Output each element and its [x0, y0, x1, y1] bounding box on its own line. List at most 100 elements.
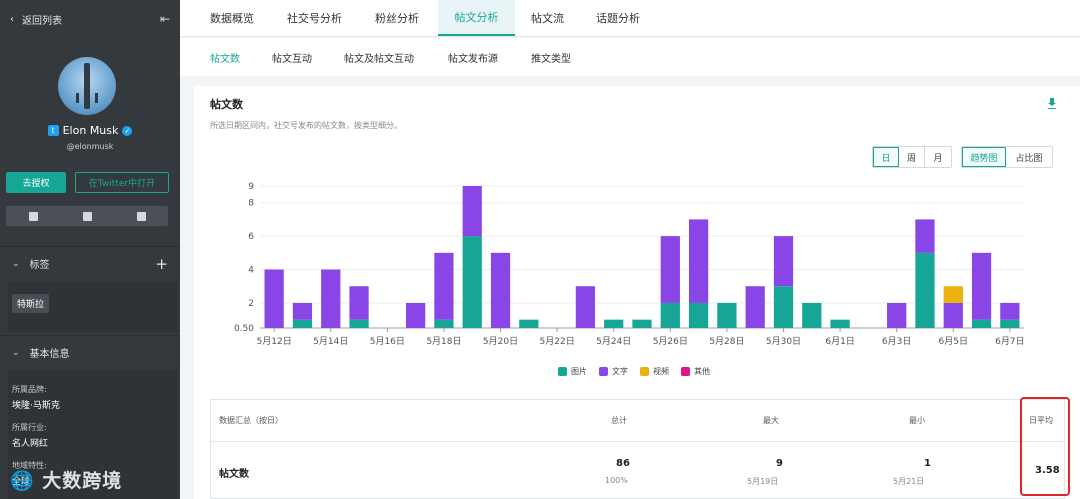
- max-date: 5月19日: [747, 477, 779, 486]
- bar-segment: [745, 286, 765, 328]
- legend-label-video: 视频: [653, 367, 669, 376]
- tab-post-stream[interactable]: 帖文流: [531, 12, 564, 25]
- y-tick-label: 2: [248, 299, 254, 309]
- bar-segment: [349, 319, 369, 328]
- watermark-logo-icon: 🌐: [10, 470, 35, 492]
- bar-segment: [943, 286, 963, 303]
- header-summary: 数据汇总（按日）: [219, 416, 283, 425]
- add-tag-icon[interactable]: +: [155, 254, 168, 273]
- bar-segment: [688, 219, 709, 303]
- chevron-left-icon: ‹: [10, 13, 14, 25]
- x-tick-label: 5月24日: [596, 336, 631, 347]
- bar-segment: [349, 286, 369, 320]
- bar-segment: [802, 302, 822, 328]
- x-tick-label: 5月16日: [370, 336, 405, 347]
- legend-item-text[interactable]: 文字: [599, 366, 628, 377]
- bar-segment: [971, 252, 992, 320]
- legend-item-other[interactable]: 其他: [681, 366, 710, 377]
- industry-label: 所属行业:: [12, 423, 47, 432]
- profile-name: Elon Musk: [62, 124, 119, 137]
- copy-icon[interactable]: [82, 211, 92, 221]
- header-daily-avg: 日平均: [1029, 416, 1053, 425]
- basic-info-section-title: 基本信息: [29, 349, 70, 360]
- bar-segment: [717, 302, 737, 328]
- legend-item-video[interactable]: 视频: [640, 366, 669, 377]
- collapse-sidebar-icon[interactable]: ⇤: [159, 12, 170, 26]
- bar-segment: [887, 302, 907, 328]
- x-tick-label: 5月30日: [766, 336, 801, 347]
- period-toggle: 日 周 月: [872, 146, 952, 168]
- header-max: 最大: [763, 416, 779, 425]
- bar-segment: [264, 269, 284, 328]
- profile-name-row: t Elon Musk ✓: [0, 124, 180, 137]
- legend-label-image: 图片: [571, 367, 587, 376]
- tab-post-analysis[interactable]: 帖文分析: [438, 0, 515, 36]
- post-count-card: 帖文数 所选日期区间内，社交号发布的帖文数，按类型细分。 日 周 月 趋势图 占…: [194, 86, 1080, 499]
- tag-chip[interactable]: 特斯拉: [12, 294, 50, 313]
- summary-table-header: 数据汇总（按日） 总计 最大 最小 日平均: [211, 400, 1066, 442]
- ratio-view-button[interactable]: 占比图: [1015, 153, 1043, 164]
- tags-container: 特斯拉: [8, 282, 178, 332]
- summary-table: 数据汇总（按日） 总计 最大 最小 日平均 帖文数 86 100% 9 5月19…: [210, 399, 1066, 499]
- avatar: [58, 57, 116, 115]
- region-label: 地域特性:: [12, 461, 47, 470]
- sidebar: ‹ 返回列表 ⇤ t Elon Musk ✓ @elonmusk 去授权 在Tw…: [0, 0, 180, 499]
- y-tick-label: 4: [248, 266, 254, 276]
- card-icon[interactable]: [136, 211, 146, 221]
- view-toggle: 趋势图 占比图: [961, 146, 1053, 168]
- x-tick-label: 6月5日: [939, 336, 968, 347]
- bar-segment: [434, 252, 454, 320]
- bar-segment: [660, 236, 680, 303]
- bar-segment: [830, 319, 850, 328]
- back-to-list-link[interactable]: ‹ 返回列表: [10, 12, 62, 27]
- card-description: 所选日期区间内，社交号发布的帖文数，按类型细分。: [210, 121, 402, 130]
- x-tick-label: 6月1日: [825, 336, 854, 347]
- bar-segment: [943, 302, 963, 328]
- bar-segment: [490, 252, 511, 328]
- bar-segment: [292, 302, 313, 320]
- min-date: 5月21日: [893, 477, 925, 486]
- period-month-button[interactable]: 月: [933, 153, 943, 164]
- bar-segment: [773, 286, 794, 328]
- x-tick-label: 5月18日: [426, 336, 461, 347]
- y-tick-label: 0.50: [234, 324, 254, 334]
- period-week-button[interactable]: 周: [899, 147, 925, 167]
- trend-view-button[interactable]: 趋势图: [962, 147, 1006, 167]
- profile-action-icons: [6, 206, 168, 226]
- x-tick-label: 6月3日: [882, 336, 911, 347]
- tags-section-header[interactable]: ⌄ 标签 +: [0, 246, 180, 280]
- bar-segment: [773, 236, 794, 287]
- daily-avg-value: 3.58: [1035, 465, 1060, 476]
- twitter-icon: t: [47, 125, 59, 136]
- shield-icon[interactable]: [28, 211, 38, 221]
- subtab-post-and-interaction[interactable]: 帖文及帖文互动: [344, 53, 414, 65]
- total-percent: 100%: [605, 476, 628, 485]
- tab-account-analysis[interactable]: 社交号分析: [287, 12, 342, 25]
- back-label: 返回列表: [22, 15, 62, 27]
- x-tick-label: 5月20日: [483, 336, 518, 347]
- subtab-post-source[interactable]: 帖文发布源: [448, 53, 498, 65]
- watermark-text: 大数跨境: [42, 470, 123, 492]
- bar-segment: [688, 302, 709, 328]
- tab-topic-analysis[interactable]: 话题分析: [596, 12, 640, 25]
- industry-value: 名人网红: [12, 439, 49, 449]
- open-in-twitter-button[interactable]: 在Twitter中打开: [75, 172, 169, 193]
- bar-segment: [1000, 302, 1020, 320]
- min-value: 1: [924, 458, 931, 469]
- region-value: 全球: [12, 477, 31, 487]
- subtab-tweet-type[interactable]: 推文类型: [531, 53, 571, 65]
- legend-item-image[interactable]: 图片: [558, 366, 587, 377]
- tab-follower-analysis[interactable]: 粉丝分析: [375, 12, 419, 25]
- main-content: 数据概览 社交号分析 粉丝分析 帖文分析 帖文流 话题分析 帖文数 帖文互动 帖…: [180, 0, 1080, 499]
- subtab-post-interaction[interactable]: 帖文互动: [272, 53, 312, 65]
- row-label: 帖文数: [219, 469, 249, 480]
- sub-tabs: 帖文数 帖文互动 帖文及帖文互动 帖文发布源 推文类型: [180, 38, 1080, 76]
- tab-overview[interactable]: 数据概览: [210, 12, 254, 25]
- period-day-button[interactable]: 日: [873, 147, 899, 167]
- authorize-button[interactable]: 去授权: [6, 172, 66, 193]
- basic-info-section-header[interactable]: ⌄ 基本信息: [0, 335, 180, 369]
- subtab-post-count[interactable]: 帖文数: [210, 53, 240, 65]
- bar-segment: [1000, 319, 1020, 328]
- chart-legend: 图片 文字 视频 其他: [558, 366, 710, 377]
- bar-segment: [406, 302, 426, 328]
